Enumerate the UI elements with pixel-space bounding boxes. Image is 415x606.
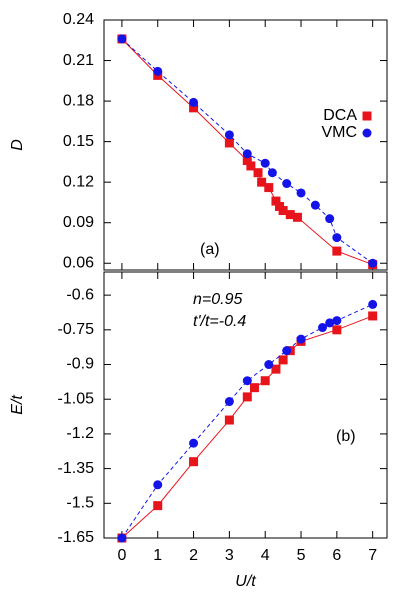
y-tick-label: 0.06 (63, 254, 94, 271)
marker (296, 188, 306, 198)
marker (325, 214, 335, 224)
marker (153, 66, 163, 76)
annotation: t'/t=-0.4 (193, 313, 246, 330)
marker (117, 533, 127, 543)
marker (242, 376, 252, 386)
marker (260, 376, 270, 386)
y-axis-label: E/t (9, 395, 26, 415)
y-tick-label: 0.15 (63, 133, 94, 150)
y-tick-label: 0.12 (63, 173, 94, 190)
marker (242, 156, 252, 166)
x-tick-label: 4 (261, 547, 270, 564)
legend-label: VMC (321, 124, 357, 141)
marker (368, 299, 378, 309)
legend-marker (362, 128, 372, 138)
legend-marker (362, 111, 372, 121)
marker (292, 212, 302, 222)
x-tick-label: 5 (297, 547, 306, 564)
marker (296, 334, 306, 344)
y-tick-label: -0.6 (66, 286, 94, 303)
x-tick-label: 7 (368, 547, 377, 564)
marker (249, 383, 259, 393)
legend-label: DCA (323, 107, 357, 124)
marker (310, 200, 320, 210)
marker (271, 364, 281, 374)
marker (325, 318, 335, 328)
marker (153, 501, 163, 511)
marker (117, 34, 127, 44)
marker (189, 457, 199, 467)
y-tick-label: 0.18 (63, 92, 94, 109)
y-tick-label: -1.65 (58, 529, 95, 546)
marker (264, 360, 274, 370)
y-tick-label: 0.24 (63, 11, 94, 28)
marker (318, 323, 328, 333)
marker (332, 246, 342, 256)
marker (242, 392, 252, 402)
marker (271, 196, 281, 206)
marker (282, 346, 292, 356)
marker (257, 177, 267, 187)
marker (224, 397, 234, 407)
marker (246, 161, 256, 171)
marker (368, 311, 378, 321)
x-tick-label: 3 (225, 547, 234, 564)
y-tick-label: -1.05 (58, 390, 95, 407)
y-tick-label: 0.09 (63, 214, 94, 231)
marker (332, 325, 342, 335)
marker (282, 179, 292, 189)
marker (189, 438, 199, 448)
marker (224, 138, 234, 148)
plot-frame (103, 19, 388, 271)
marker (189, 97, 199, 107)
marker (224, 415, 234, 425)
annotation: n=0.95 (193, 291, 242, 308)
y-tick-label: -1.5 (66, 495, 94, 512)
y-axis-label: D (9, 139, 26, 151)
y-tick-label: -1.35 (58, 460, 95, 477)
marker (189, 103, 199, 113)
y-tick-label: -0.9 (66, 356, 94, 373)
x-tick-label: 1 (153, 547, 162, 564)
marker (278, 355, 288, 365)
annotation: (a) (200, 241, 220, 258)
marker (264, 183, 274, 193)
marker (260, 158, 270, 168)
plot-frame (103, 271, 388, 539)
x-tick-label: 6 (332, 547, 341, 564)
marker (278, 206, 288, 216)
annotation: (b) (336, 428, 356, 445)
x-tick-label: 0 (117, 547, 126, 564)
y-tick-label: -0.75 (58, 321, 95, 338)
marker (332, 316, 342, 326)
marker (242, 149, 252, 159)
marker (224, 130, 234, 140)
marker (253, 168, 263, 178)
x-axis-label: U/t (235, 573, 256, 590)
marker (368, 258, 378, 268)
marker (332, 233, 342, 243)
y-tick-label: 0.21 (63, 52, 94, 69)
marker (267, 168, 277, 178)
marker (285, 210, 295, 220)
y-tick-label: -1.2 (66, 425, 94, 442)
marker (153, 480, 163, 490)
x-tick-label: 2 (189, 547, 198, 564)
